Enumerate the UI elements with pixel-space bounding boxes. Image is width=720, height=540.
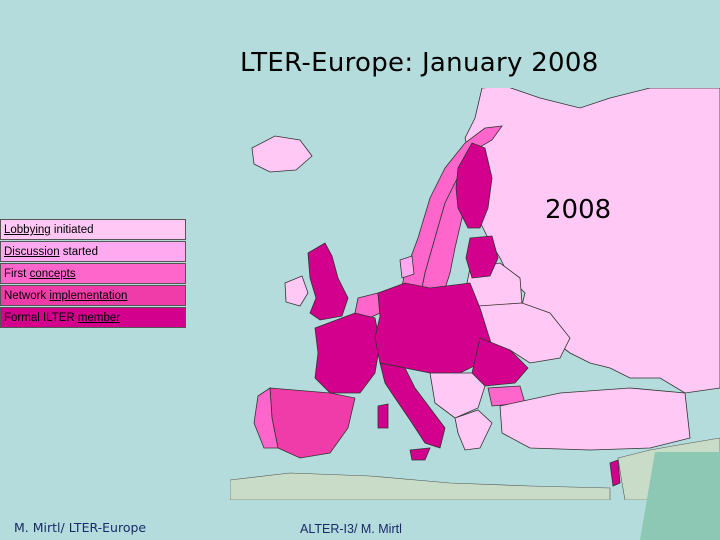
footer-author: M. Mirtl/ LTER-Europe — [14, 520, 147, 535]
legend-item-text-pre: First — [4, 268, 30, 280]
map-region-sardinia — [377, 403, 389, 429]
map-region-spain — [269, 387, 356, 459]
legend-item-text-pre: Network — [4, 290, 50, 302]
legend-item-text-post: started — [59, 246, 98, 258]
map-region-baltics — [465, 235, 499, 279]
map-region-sicily — [409, 447, 431, 461]
legend-item: Formal ILTER member — [0, 307, 186, 328]
map-region-france — [314, 312, 381, 394]
legend-item-text-underlined: Lobbying — [4, 224, 51, 236]
footer-center: ALTER-I3/ M. Mirtl — [300, 522, 402, 536]
legend-item-text-pre: Formal ILTER — [4, 312, 78, 324]
legend-item: First concepts — [0, 263, 186, 284]
map-region-balkans — [429, 372, 486, 419]
map-year-label: 2008 — [545, 195, 612, 225]
map-region-denmark — [399, 255, 415, 279]
legend-item-text-underlined: Discussion — [4, 246, 60, 258]
map-region-central-europe — [374, 282, 493, 374]
legend-item: Network implementation — [0, 285, 186, 306]
legend-item-text-underlined: implementation — [49, 290, 128, 302]
map-region-italy — [379, 362, 446, 449]
europe-map — [230, 88, 720, 500]
map-region-finland — [455, 142, 493, 229]
map-region-portugal — [253, 387, 279, 449]
legend-item: Lobbying initiated — [0, 219, 186, 240]
map-region-ireland — [284, 275, 309, 307]
map-region-turkey — [499, 387, 691, 451]
page-title: LTER-Europe: January 2008 — [240, 48, 599, 78]
legend-item-text-underlined: member — [77, 312, 121, 324]
map-region-north-africa — [230, 472, 611, 500]
legend-item: Discussion started — [0, 241, 186, 262]
legend: Lobbying initiated Discussion started Firs… — [0, 219, 186, 329]
map-region-uk — [307, 242, 349, 321]
map-region-israel — [609, 459, 621, 487]
map-region-greece — [454, 409, 493, 451]
legend-item-text-post: initiated — [50, 224, 94, 236]
legend-item-text-underlined: concepts — [29, 268, 76, 280]
map-region-benelux — [354, 292, 381, 321]
map-region-iceland — [251, 135, 313, 173]
